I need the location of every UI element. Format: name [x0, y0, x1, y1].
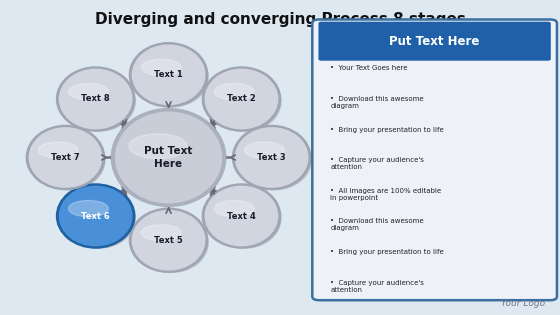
Ellipse shape — [205, 69, 278, 129]
FancyBboxPatch shape — [312, 20, 557, 300]
Text: •  Capture your audience's
attention: • Capture your audience's attention — [330, 280, 424, 293]
Ellipse shape — [115, 112, 222, 203]
Ellipse shape — [29, 128, 102, 187]
Ellipse shape — [132, 45, 205, 104]
Ellipse shape — [141, 225, 181, 241]
Ellipse shape — [57, 184, 135, 248]
Text: Text 4: Text 4 — [227, 211, 256, 220]
Ellipse shape — [245, 142, 284, 158]
Ellipse shape — [63, 189, 135, 248]
Ellipse shape — [214, 83, 254, 100]
Ellipse shape — [26, 125, 105, 190]
Text: Put Text Here: Put Text Here — [389, 35, 480, 48]
Text: •  Bring your presentation to life: • Bring your presentation to life — [330, 127, 444, 133]
Text: •  All images are 100% editable
in powerpoint: • All images are 100% editable in powerp… — [330, 188, 441, 201]
Text: •  Download this awesome
diagram: • Download this awesome diagram — [330, 96, 424, 109]
Ellipse shape — [208, 189, 281, 248]
Ellipse shape — [235, 128, 308, 187]
Text: •  Capture your audience's
attention: • Capture your audience's attention — [330, 157, 424, 170]
Ellipse shape — [59, 186, 132, 246]
Ellipse shape — [68, 200, 108, 217]
Text: Your Logo: Your Logo — [501, 299, 545, 308]
Ellipse shape — [59, 69, 132, 129]
Ellipse shape — [205, 186, 278, 246]
Ellipse shape — [232, 125, 311, 190]
Text: •  Bring your presentation to life: • Bring your presentation to life — [330, 249, 444, 255]
Ellipse shape — [141, 59, 181, 76]
FancyBboxPatch shape — [319, 22, 551, 61]
Text: Diverging and converging Process 8 stages: Diverging and converging Process 8 stage… — [95, 12, 465, 27]
Text: •  Download this awesome
diagram: • Download this awesome diagram — [330, 218, 424, 232]
Text: Text 3: Text 3 — [258, 153, 286, 162]
Ellipse shape — [136, 213, 208, 272]
Ellipse shape — [68, 83, 108, 100]
Ellipse shape — [136, 48, 208, 107]
Ellipse shape — [129, 208, 208, 272]
Text: Put Text
Here: Put Text Here — [144, 146, 193, 169]
Text: Text 1: Text 1 — [154, 70, 183, 79]
Ellipse shape — [129, 43, 208, 107]
Ellipse shape — [202, 67, 281, 131]
Ellipse shape — [63, 72, 135, 131]
Text: Text 7: Text 7 — [51, 153, 80, 162]
Ellipse shape — [214, 200, 254, 217]
Ellipse shape — [208, 72, 281, 131]
Text: Text 8: Text 8 — [81, 94, 110, 104]
Text: Text 2: Text 2 — [227, 94, 256, 104]
Ellipse shape — [239, 130, 311, 190]
Ellipse shape — [32, 130, 105, 190]
Text: Text 5: Text 5 — [154, 236, 183, 245]
Ellipse shape — [38, 142, 78, 158]
Ellipse shape — [132, 211, 205, 270]
Ellipse shape — [129, 134, 187, 159]
Ellipse shape — [111, 109, 226, 206]
Ellipse shape — [119, 115, 225, 205]
Ellipse shape — [202, 184, 281, 248]
Text: •  Your Text Goes here: • Your Text Goes here — [330, 66, 408, 72]
Text: Text 6: Text 6 — [81, 211, 110, 220]
Ellipse shape — [57, 67, 135, 131]
